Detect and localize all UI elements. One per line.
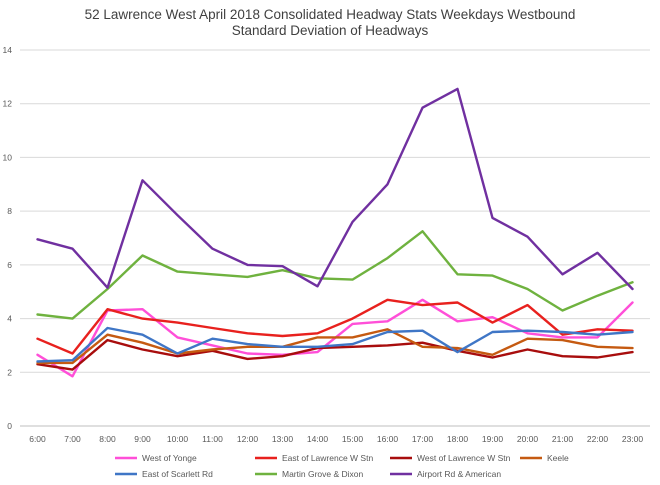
y-tick-label: 6 [7,260,12,270]
chart-title: 52 Lawrence West April 2018 Consolidated… [84,7,576,22]
series-line-4 [36,328,634,365]
x-tick-label: 11:00 [202,434,223,444]
chart-subtitle: Standard Deviation of Headways [231,23,429,38]
x-tick-label: 18:00 [447,434,469,444]
y-tick-label: 0 [7,421,12,431]
x-tick-label: 10:00 [167,434,189,444]
series-line-3 [36,338,634,371]
legend-label: East of Lawrence W Stn [282,453,373,463]
gridlines [20,49,650,427]
x-tick-label: 23:00 [622,434,644,444]
legend-label: Martin Grove & Dixon [282,469,364,479]
legend: West of Yonge East of Lawrence W Stn West … [115,453,569,479]
x-tick-label: 19:00 [482,434,504,444]
y-tick-label: 2 [7,367,12,377]
x-tick-label: 13:00 [272,434,294,444]
x-tick-label: 7:00 [64,434,81,444]
x-tick-label: 9:00 [134,434,151,444]
legend-label: West of Yonge [142,453,197,463]
y-tick-label: 14 [3,45,13,55]
legend-label: Airport Rd & American [417,469,501,479]
series-line-6 [36,230,634,320]
y-tick-label: 12 [3,99,13,109]
x-tick-label: 22:00 [587,434,609,444]
axes: 0 2 4 6 8 10 12 14 6:00 7:00 8:00 9:00 10:00 11:00 12:… [3,45,650,444]
x-tick-label: 14:00 [307,434,329,444]
x-tick-label: 21:00 [552,434,574,444]
x-tick-label: 8:00 [99,434,116,444]
y-tick-label: 10 [3,152,13,162]
y-tick-label: 8 [7,206,12,216]
series-line-7 [36,87,634,291]
x-tick-label: 16:00 [377,434,399,444]
legend-label: West of Lawrence W Stn [417,453,511,463]
y-tick-label: 4 [7,314,12,324]
x-tick-label: 6:00 [29,434,46,444]
x-tick-label: 15:00 [342,434,364,444]
legend-label: East of Scarlett Rd [142,469,213,479]
series-line-2 [36,298,634,355]
x-tick-label: 12:00 [237,434,259,444]
series-lines [36,87,634,378]
legend-label: Keele [547,453,569,463]
series-line-5 [36,326,634,363]
x-tick-label: 20:00 [517,434,539,444]
x-tick-label: 17:00 [412,434,434,444]
